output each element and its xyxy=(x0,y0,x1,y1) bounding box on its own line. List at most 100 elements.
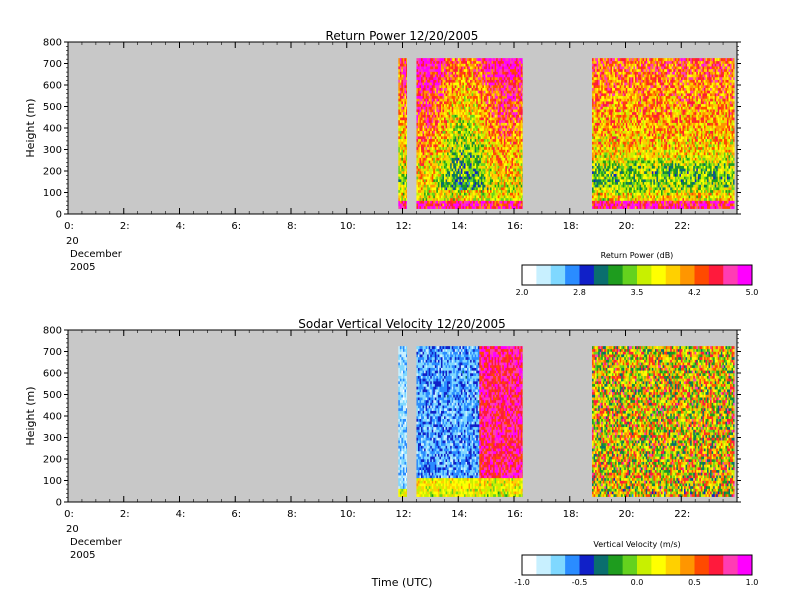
heatmap-cell xyxy=(431,184,434,188)
heatmap-cell xyxy=(598,181,601,185)
heatmap-cell xyxy=(482,184,485,188)
heatmap-cell xyxy=(431,152,434,156)
heatmap-cell xyxy=(476,162,479,166)
heatmap-cell xyxy=(419,141,422,145)
heatmap-cell xyxy=(460,109,463,113)
heatmap-cell xyxy=(439,146,442,150)
heatmap-cell xyxy=(517,171,520,174)
heatmap-cell xyxy=(511,119,514,123)
heatmap-cell xyxy=(459,60,462,64)
heatmap-cell xyxy=(479,63,482,67)
heatmap-cell xyxy=(460,154,463,158)
heatmap-cell xyxy=(434,87,437,91)
heatmap-cell xyxy=(448,128,451,131)
heatmap-cell xyxy=(436,157,439,161)
heatmap-cell xyxy=(607,189,610,193)
heatmap-cell xyxy=(422,176,425,180)
heatmap-cell xyxy=(456,144,459,148)
heatmap-cell xyxy=(602,76,605,80)
heatmap-cell xyxy=(480,98,483,102)
heatmap-cell xyxy=(430,82,433,86)
heatmap-cell xyxy=(610,71,613,75)
heatmap-cell xyxy=(462,160,465,164)
heatmap-cell xyxy=(503,93,506,97)
heatmap-cell xyxy=(592,157,594,161)
heatmap-cell xyxy=(405,146,407,150)
heatmap-cell xyxy=(402,85,405,88)
heatmap-cell xyxy=(473,117,475,121)
heatmap-cell xyxy=(445,90,448,94)
heatmap-cell xyxy=(485,189,488,193)
heatmap-cell xyxy=(424,195,426,199)
heatmap-cell xyxy=(430,154,433,158)
heatmap-cell xyxy=(467,176,469,180)
heatmap-cell xyxy=(450,189,452,193)
heatmap-cell xyxy=(611,187,614,191)
heatmap-cell xyxy=(473,187,475,191)
heatmap-cell xyxy=(490,63,492,67)
heatmap-cell xyxy=(506,106,509,110)
heatmap-cell xyxy=(499,189,502,193)
heatmap-cell xyxy=(596,195,599,199)
heatmap-cell xyxy=(505,165,508,169)
heatmap-cell xyxy=(480,63,483,67)
heatmap-cell xyxy=(511,125,514,129)
heatmap-cell xyxy=(401,125,404,129)
heatmap-cell xyxy=(474,176,477,180)
heatmap-cell xyxy=(462,197,465,201)
heatmap-cell xyxy=(401,128,404,131)
heatmap-cell xyxy=(471,136,474,140)
heatmap-cell xyxy=(430,149,433,153)
heatmap-cell xyxy=(457,152,460,156)
heatmap-cell xyxy=(483,117,486,121)
heatmap-cell xyxy=(448,165,451,169)
heatmap-cell xyxy=(437,90,440,94)
heatmap-cell xyxy=(496,63,498,67)
heatmap-cell xyxy=(427,111,429,115)
heatmap-cell xyxy=(499,136,502,140)
heatmap-cell xyxy=(454,165,457,169)
heatmap-cell xyxy=(490,171,492,174)
heatmap-cell xyxy=(503,181,506,185)
heatmap-cell xyxy=(416,152,419,156)
heatmap-cell xyxy=(419,154,422,158)
heatmap-cell xyxy=(509,109,512,113)
heatmap-cell xyxy=(447,79,449,83)
heatmap-cell xyxy=(457,58,460,62)
heatmap-cell xyxy=(416,95,419,99)
heatmap-cell xyxy=(437,200,440,204)
heatmap-cell xyxy=(520,87,523,91)
heatmap-cell xyxy=(463,152,466,156)
heatmap-cell xyxy=(599,109,602,113)
heatmap-cell xyxy=(608,181,611,185)
heatmap-cell xyxy=(440,85,443,88)
heatmap-cell xyxy=(513,184,515,188)
heatmap-cell xyxy=(398,165,401,169)
heatmap-cell xyxy=(493,74,495,78)
heatmap-cell xyxy=(503,200,506,204)
heatmap-cell xyxy=(509,128,512,131)
heatmap-cell xyxy=(499,60,502,64)
heatmap-cell xyxy=(457,189,460,193)
heatmap-cell xyxy=(497,87,500,91)
heatmap-cell xyxy=(399,184,402,188)
heatmap-cell xyxy=(476,128,479,131)
heatmap-cell xyxy=(517,103,520,107)
heatmap-cell xyxy=(474,192,477,196)
heatmap-cell xyxy=(405,60,407,64)
heatmap-cell xyxy=(468,165,471,169)
heatmap-cell xyxy=(517,176,520,180)
heatmap-cell xyxy=(462,171,465,174)
heatmap-cell xyxy=(499,165,502,169)
heatmap-cell xyxy=(467,136,469,140)
heatmap-cell xyxy=(611,184,614,188)
heatmap-cell xyxy=(405,173,407,177)
heatmap-cell xyxy=(425,160,428,164)
heatmap-cell xyxy=(599,162,602,166)
heatmap-cell xyxy=(448,173,451,177)
heatmap-cell xyxy=(474,168,477,172)
heatmap-cell xyxy=(485,114,488,118)
heatmap-cell xyxy=(486,117,489,121)
heatmap-cell xyxy=(398,184,401,188)
heatmap-cell xyxy=(454,173,457,177)
